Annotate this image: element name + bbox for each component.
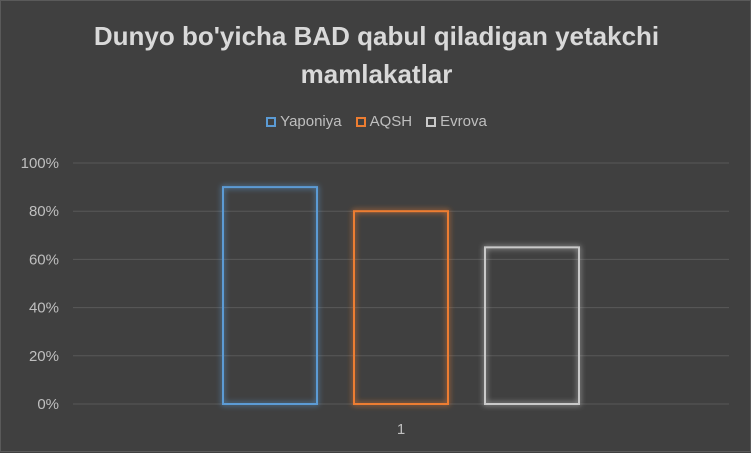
legend-label: AQSH xyxy=(369,113,413,130)
legend-item-0: Yaponiya xyxy=(266,113,342,130)
chart-title-text: Dunyo bo'yicha BAD qabul qiladigan yetak… xyxy=(93,21,660,89)
y-tick-label: 40% xyxy=(29,300,59,317)
legend-label: Evrova xyxy=(440,113,487,130)
y-tick-label: 60% xyxy=(29,251,59,268)
legend: Yaponiya AQSH Evrova xyxy=(1,113,751,130)
bar-evrova xyxy=(484,246,580,405)
y-tick-label: 80% xyxy=(29,203,59,220)
chart-title: Dunyo bo'yicha BAD qabul qiladigan yetak… xyxy=(1,17,751,93)
bar-yaponiya xyxy=(222,186,318,405)
legend-item-1: AQSH xyxy=(355,113,413,130)
legend-item-2: Evrova xyxy=(426,113,487,130)
bar-aqsh xyxy=(353,210,449,405)
y-tick-label: 0% xyxy=(37,396,59,413)
legend-label: Yaponiya xyxy=(280,113,342,130)
legend-swatch xyxy=(355,116,366,127)
y-tick-label: 20% xyxy=(29,348,59,365)
legend-swatch xyxy=(426,116,437,127)
x-tick-label: 1 xyxy=(397,421,405,438)
y-tick-label: 100% xyxy=(21,155,59,172)
legend-swatch xyxy=(266,116,277,127)
